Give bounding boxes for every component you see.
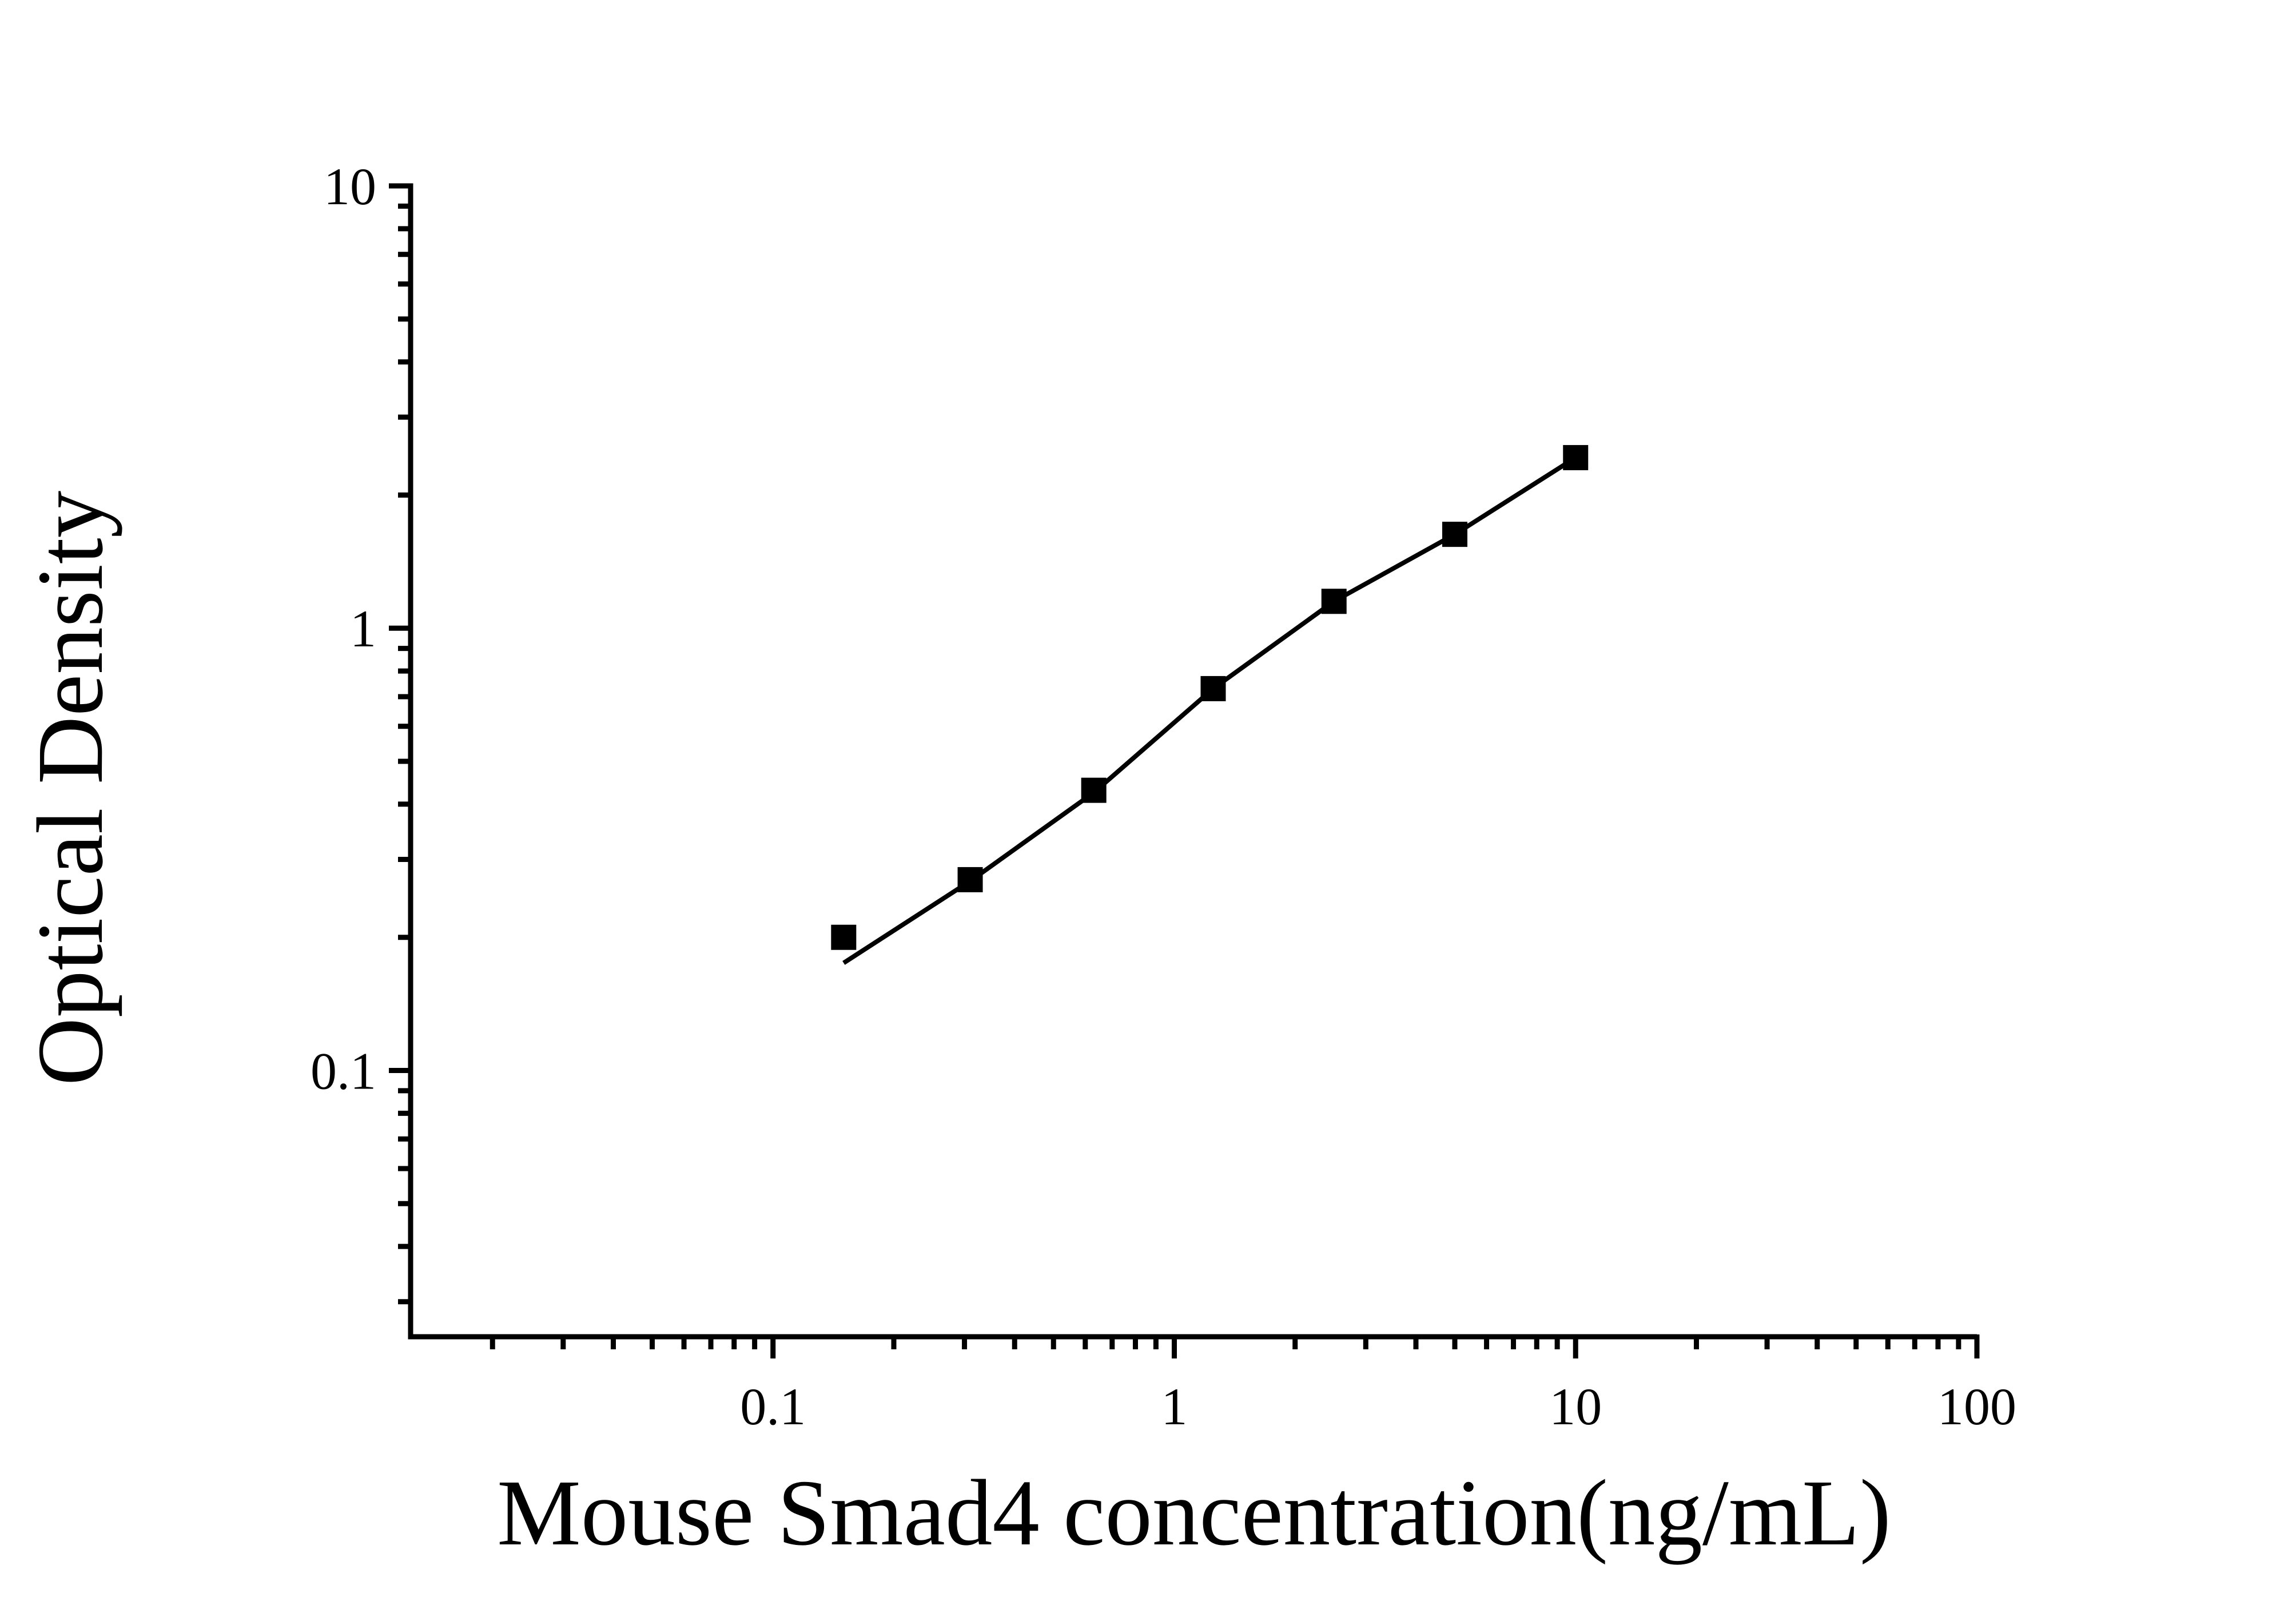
data-point-marker: [1321, 589, 1347, 614]
y-tick-label: 0.1: [311, 1042, 376, 1100]
data-point-marker: [831, 924, 857, 950]
data-point-marker: [1563, 445, 1589, 471]
x-tick-label: 1: [1161, 1377, 1187, 1436]
y-tick-label: 10: [324, 157, 376, 216]
x-tick-label: 10: [1549, 1377, 1602, 1436]
data-point-marker: [957, 867, 983, 892]
x-tick-label: 0.1: [740, 1377, 806, 1436]
data-point-marker: [1200, 676, 1226, 701]
x-tick-label: 100: [1937, 1377, 2016, 1436]
x-axis-title: Mouse Smad4 concentration(ng/mL): [497, 1460, 1891, 1565]
data-point-marker: [1081, 777, 1107, 803]
y-axis-title: Optical Density: [18, 491, 122, 1086]
y-tick-label: 1: [350, 599, 376, 658]
data-point-marker: [1442, 522, 1467, 547]
